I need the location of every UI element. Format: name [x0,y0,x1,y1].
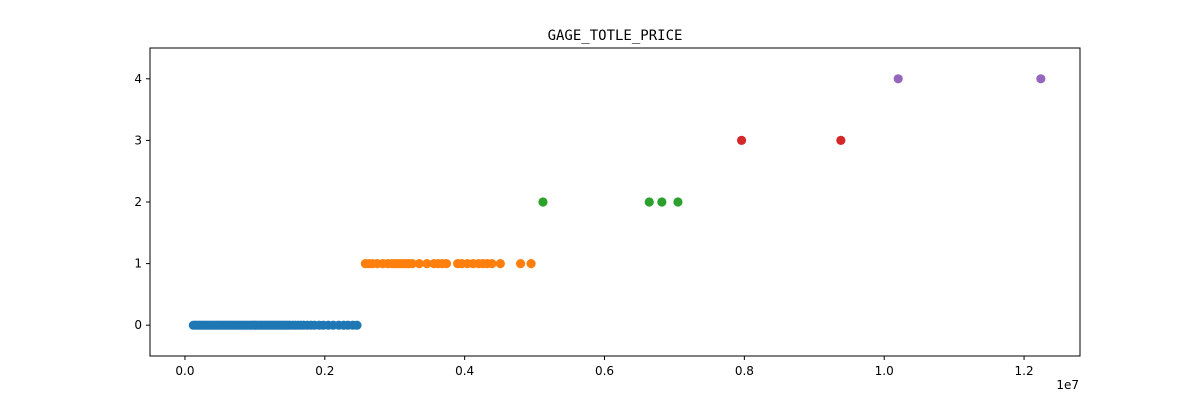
data-point [414,259,424,269]
data-point [352,320,362,330]
y-tick-label: 1 [134,257,142,271]
y-tick-label: 0 [134,318,142,332]
data-point [657,197,667,207]
x-tick-label: 0.0 [175,364,194,378]
data-point [836,135,846,145]
plot-frame [149,47,1081,357]
y-tick-label: 4 [134,72,142,86]
data-point [487,259,497,269]
data-point [673,197,683,207]
x-tick-label: 1.2 [1015,364,1034,378]
x-axis-offset-label: 1e7 [1056,378,1079,392]
x-tick-label: 0.8 [735,364,754,378]
axes-layer: 0.0 0.2 0.4 0.6 0.8 1.0 1.2 0 1 2 3 4 [134,47,1081,378]
chart-title: GAGE_TOTLE_PRICE [548,28,683,44]
data-point [422,259,432,269]
data-point [736,135,747,145]
x-tick-label: 0.4 [455,364,474,378]
x-tick-label: 1.0 [875,364,894,378]
data-point [526,259,536,269]
x-tick-label: 0.6 [595,364,614,378]
data-point [441,259,452,269]
data-point [893,74,903,84]
points-layer [188,74,1046,330]
data-point [538,197,548,207]
data-point [495,259,505,269]
y-tick-label: 2 [134,195,142,209]
data-point [407,259,417,269]
data-point [644,197,654,207]
data-point [516,259,526,269]
x-tick-label: 0.2 [315,364,334,378]
data-point [1036,74,1046,84]
y-tick-label: 3 [134,133,142,147]
